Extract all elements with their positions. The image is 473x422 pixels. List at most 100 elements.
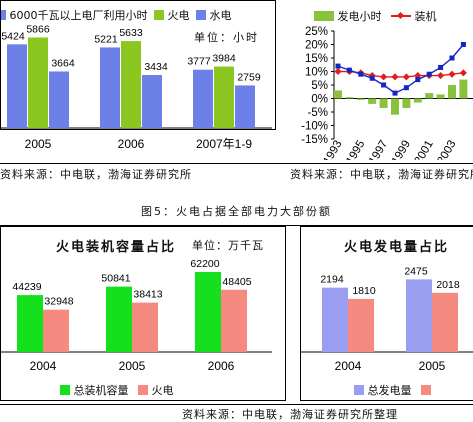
- generation-chart: 火电发电量占比 2194 1810 2004 2475 2018 2005 总发电量: [300, 226, 473, 406]
- growth-plot: 25%20%15%10%5%0%-5%-10%-15%1993 1995 1997 1…: [301, 26, 473, 161]
- y-tick-label: 10%: [305, 67, 328, 79]
- bar: [49, 71, 69, 128]
- legend-label-total-capacity: 总装机容量: [73, 384, 129, 397]
- blue-marker: [369, 75, 375, 81]
- bar: [448, 85, 456, 99]
- figure-caption: 图5：火电占据全部电力大部份额: [141, 205, 332, 218]
- bar: [391, 98, 399, 115]
- blue-marker: [335, 63, 341, 69]
- y-tick-label: 25%: [305, 26, 328, 38]
- top-source-left: 资料来源：中电联，渤海证券研究所: [0, 168, 192, 181]
- capacity-marker: [380, 73, 388, 81]
- blue-marker: [460, 42, 466, 47]
- caption-divider: [0, 225, 473, 226]
- x-tick-label: 2004: [335, 359, 362, 373]
- generation-plot: 2194 1810 2004 2475 2018 2005: [300, 226, 473, 401]
- blue-line: [337, 44, 464, 94]
- legend-swatch-thermal-capacity: [138, 385, 148, 395]
- bar: [7, 44, 27, 128]
- bottom-source: 资料来源：中电联，渤海证券研究所整理: [182, 408, 398, 421]
- generation-legend: 总发电量: [354, 382, 431, 398]
- data-label: 48405: [222, 276, 251, 288]
- plot-frame: [0, 0, 276, 130]
- y-tick-label: 20%: [305, 40, 328, 52]
- x-tick-label: 2005: [119, 359, 146, 373]
- data-label: 38413: [133, 289, 162, 301]
- capacity-title: 火电装机容量占比: [56, 240, 177, 255]
- blue-marker: [381, 82, 387, 88]
- panel-frame: [300, 226, 473, 401]
- hours-unit-label: 单位：小时: [194, 31, 259, 44]
- data-label: 1810: [352, 285, 376, 297]
- blue-marker: [358, 71, 364, 77]
- legend-swatch-total-capacity: [60, 385, 70, 395]
- y-tick-label: 15%: [305, 53, 328, 65]
- data-label: 44239: [12, 281, 41, 293]
- capacity-unit-label: 单位：万千瓦: [192, 239, 264, 252]
- bar: [106, 286, 132, 352]
- capacity-marker: [334, 67, 342, 76]
- bar: [425, 93, 434, 99]
- capacity-chart: 火电装机容量占比 单位：万千瓦 44239 32948 2004 50841 38413…: [0, 226, 290, 406]
- legend-label-total-generation: 总发电量: [367, 384, 412, 397]
- bar: [322, 287, 348, 352]
- data-label: 5633: [119, 27, 143, 39]
- blue-marker: [392, 90, 398, 96]
- data-label: 3984: [212, 53, 236, 65]
- bar: [345, 97, 354, 99]
- x-tick-label: 2007年1-9: [196, 137, 252, 151]
- legend-swatch-hours: [314, 11, 334, 21]
- legend-label-plant-hours: 6000千瓦以上电厂利用小时: [9, 9, 148, 22]
- blue-marker: [449, 55, 455, 61]
- data-label: 5221: [94, 33, 118, 45]
- data-label: 2194: [320, 274, 344, 286]
- data-label: 2475: [404, 265, 428, 277]
- x-tick-label: 1995: [344, 139, 367, 161]
- x-tick-label: 2006: [208, 359, 235, 373]
- bar: [43, 309, 69, 352]
- capacity-marker: [437, 72, 445, 80]
- bar: [459, 79, 468, 99]
- hours-legend: 6000千瓦以上电厂利用小时 火电 水电: [0, 7, 232, 23]
- bottom-divider: [0, 404, 473, 405]
- bar: [348, 298, 374, 352]
- bar: [235, 85, 255, 128]
- y-tick-label: 0%: [311, 94, 328, 106]
- y-tick-label: -5%: [308, 107, 328, 119]
- bar: [28, 37, 48, 128]
- bar: [432, 292, 458, 352]
- bar: [142, 75, 162, 128]
- blue-marker: [403, 85, 409, 91]
- x-tick-label: 2005: [419, 359, 446, 373]
- data-label: 3777: [187, 56, 211, 68]
- growth-chart: 25% 20% 15% 10% 5% 0% -5% -10% -15% 1993 1995 1997 1…: [284, 0, 473, 160]
- capacity-legend: 总装机容量 火电: [60, 382, 174, 398]
- capacity-marker: [448, 70, 456, 78]
- legend-swatch-total-generation: [354, 385, 364, 395]
- bar: [195, 272, 221, 352]
- bar: [132, 302, 158, 352]
- legend-swatch-hydro: [196, 10, 206, 20]
- legend-swatch-green: [154, 10, 164, 20]
- x-tick-label: 2003: [435, 139, 458, 161]
- data-label: 50841: [101, 273, 130, 285]
- legend-label-gen-hours: 发电小时: [337, 10, 382, 23]
- data-label: 2018: [436, 279, 460, 291]
- bar: [356, 98, 365, 100]
- blue-marker: [438, 64, 444, 70]
- bar: [100, 47, 120, 128]
- blue-marker: [346, 67, 352, 73]
- legend-label-capacity: 装机: [414, 10, 437, 23]
- top-divider: [0, 163, 473, 164]
- x-tick-label: 1997: [367, 139, 390, 161]
- bar: [379, 98, 388, 108]
- x-tick-label: 2006: [118, 137, 145, 151]
- data-label: 3434: [144, 61, 168, 73]
- bar: [214, 66, 234, 128]
- data-label: 2759: [237, 71, 261, 83]
- x-tick-label: 2004: [30, 359, 57, 373]
- legend-label-thermal: 火电: [167, 9, 190, 22]
- capacity-marker: [402, 73, 410, 81]
